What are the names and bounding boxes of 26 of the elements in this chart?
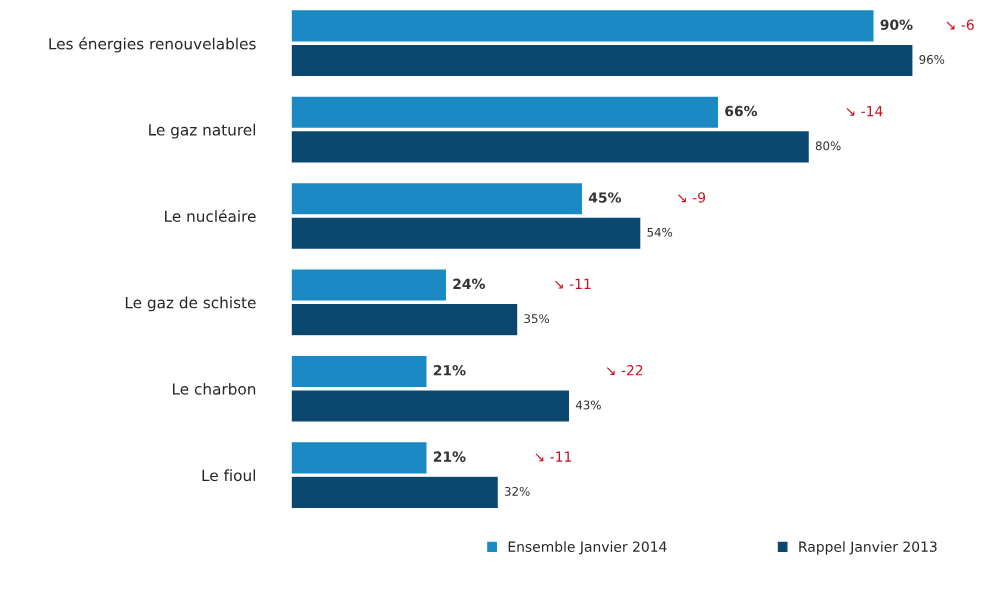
data-label: 21% <box>433 364 466 376</box>
data-label: 90% <box>880 19 913 30</box>
annotation: ↘ -22 <box>606 364 643 376</box>
y-tick-label: Le charbon <box>172 382 256 395</box>
y-tick-label: Le fioul <box>202 469 255 482</box>
data-label: 43% <box>575 400 601 410</box>
data-label: 32% <box>504 486 530 496</box>
data-label: 24% <box>453 278 485 290</box>
data-label: 45% <box>588 192 622 203</box>
annotation: ↘ -11 <box>555 278 591 289</box>
text: ↘ -6 <box>946 19 974 30</box>
y-tick-label: Le gaz naturel <box>149 123 256 139</box>
y-tick-label: Les énergies renouvelables <box>49 37 256 53</box>
legend-label: Ensemble Janvier 2014 <box>508 541 667 555</box>
data-label: 35% <box>524 314 550 324</box>
data-label: 80% <box>815 141 841 151</box>
legend-label: Rappel Janvier 2013 <box>799 541 937 555</box>
data-label: 96% <box>919 54 945 64</box>
annotation: ↘ -14 <box>846 106 883 117</box>
data-label: 66% <box>725 105 758 117</box>
y-tick-label: Le nucléaire <box>165 209 256 222</box>
y-tick-label: Le gaz de schiste <box>125 296 256 312</box>
annotation: ↘ -9 <box>678 192 706 203</box>
data-label: 54% <box>647 227 673 237</box>
annotation: ↘ -11 <box>535 451 572 462</box>
data-label: 21% <box>433 451 466 462</box>
